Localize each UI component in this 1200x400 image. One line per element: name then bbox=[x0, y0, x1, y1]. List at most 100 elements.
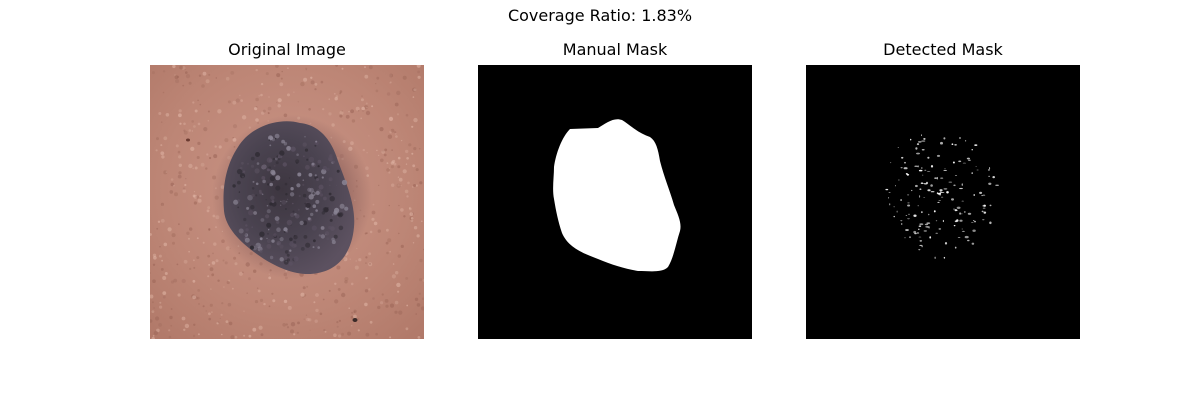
lesion-speck bbox=[251, 157, 255, 161]
lesion-speck bbox=[285, 208, 287, 210]
skin-speck bbox=[161, 155, 164, 158]
lesion-speck bbox=[298, 209, 300, 211]
detected-speck bbox=[918, 249, 920, 250]
skin-speck bbox=[378, 229, 381, 232]
detected-speck bbox=[949, 182, 953, 183]
skin-speck bbox=[389, 251, 391, 253]
detected-speck bbox=[907, 218, 910, 219]
lesion-speck bbox=[245, 234, 247, 236]
skin-speck bbox=[163, 296, 166, 299]
skin-speck bbox=[334, 299, 338, 303]
lesion-speck bbox=[266, 199, 267, 200]
skin-speck bbox=[279, 82, 283, 86]
detected-speck bbox=[929, 236, 931, 238]
detected-speck bbox=[944, 257, 945, 259]
lesion-speck bbox=[304, 235, 308, 239]
skin-speck bbox=[358, 110, 359, 111]
skin-speck bbox=[201, 163, 205, 167]
skin-speck bbox=[156, 137, 159, 140]
skin-speck bbox=[183, 123, 186, 126]
lesion-speck bbox=[237, 199, 240, 202]
skin-speck bbox=[406, 114, 409, 117]
skin-speck bbox=[398, 233, 400, 235]
detected-speck bbox=[922, 175, 923, 176]
skin-speck bbox=[183, 187, 185, 189]
skin-speck bbox=[197, 297, 200, 300]
skin-speck bbox=[372, 211, 376, 215]
skin-speck bbox=[188, 251, 190, 253]
skin-speck bbox=[263, 303, 265, 305]
lesion-speck bbox=[330, 226, 335, 231]
skin-speck bbox=[321, 81, 324, 84]
detected-speck bbox=[900, 220, 902, 221]
detected-speck bbox=[905, 229, 909, 231]
lesion-speck bbox=[271, 171, 275, 175]
detected-speck bbox=[988, 169, 990, 170]
skin-speck bbox=[398, 177, 399, 178]
skin-speck bbox=[398, 254, 401, 257]
skin-speck bbox=[168, 329, 170, 331]
detected-speck bbox=[955, 247, 957, 249]
detected-speck bbox=[954, 208, 955, 210]
lesion-speck bbox=[261, 176, 265, 180]
skin-speck bbox=[386, 229, 389, 232]
detected-speck bbox=[940, 192, 942, 193]
detected-speck bbox=[895, 185, 896, 186]
lesion-speck bbox=[323, 197, 327, 201]
skin-speck bbox=[152, 71, 155, 74]
skin-speck bbox=[368, 252, 371, 255]
skin-speck bbox=[391, 129, 395, 133]
skin-speck bbox=[348, 111, 349, 112]
detected-speck bbox=[922, 183, 925, 184]
lesion-speck bbox=[308, 217, 311, 220]
detected-speck bbox=[968, 213, 971, 215]
skin-speck bbox=[414, 226, 417, 229]
skin-speck bbox=[228, 303, 232, 307]
detected-speck bbox=[958, 237, 961, 238]
detected-speck bbox=[927, 227, 930, 228]
lesion-speck bbox=[303, 194, 306, 197]
detected-speck bbox=[988, 183, 991, 185]
detected-speck bbox=[992, 176, 995, 178]
detected-speck bbox=[967, 240, 970, 242]
skin-speck bbox=[252, 328, 256, 332]
skin-speck bbox=[419, 259, 422, 262]
detected-speck bbox=[935, 233, 938, 234]
mask-background bbox=[806, 65, 1080, 339]
detected-speck bbox=[939, 194, 940, 196]
lesion-speck bbox=[329, 185, 330, 186]
detected-speck bbox=[917, 143, 919, 145]
skin-speck bbox=[171, 280, 174, 283]
skin-speck bbox=[416, 168, 419, 171]
skin-speck bbox=[390, 81, 392, 83]
skin-speck bbox=[419, 278, 422, 281]
detected-speck bbox=[915, 147, 917, 149]
detected-speck bbox=[927, 189, 930, 191]
lesion-speck bbox=[313, 239, 316, 242]
detected-speck bbox=[959, 220, 962, 222]
skin-speck bbox=[232, 288, 234, 290]
lesion-speck bbox=[299, 195, 301, 197]
skin-speck bbox=[374, 222, 378, 226]
skin-speck bbox=[165, 272, 168, 275]
detected-speck bbox=[911, 190, 912, 191]
skin-speck bbox=[192, 101, 194, 103]
lesion-speck bbox=[303, 179, 305, 181]
lesion-speck bbox=[275, 186, 280, 191]
detected-speck bbox=[937, 202, 939, 203]
skin-speck bbox=[166, 113, 170, 117]
lesion-speck bbox=[315, 209, 318, 212]
skin-speck bbox=[188, 238, 190, 240]
skin-speck bbox=[388, 135, 392, 139]
skin-speck bbox=[364, 303, 368, 307]
skin-speck bbox=[203, 72, 207, 76]
lesion-speck bbox=[280, 257, 284, 261]
detected-speck bbox=[937, 155, 940, 157]
skin-speck bbox=[207, 255, 210, 258]
skin-speck bbox=[161, 219, 165, 223]
skin-speck bbox=[213, 154, 217, 158]
skin-speck bbox=[182, 317, 186, 321]
skin-speck bbox=[216, 259, 219, 262]
skin-speck bbox=[401, 140, 402, 141]
skin-speck bbox=[278, 104, 281, 107]
